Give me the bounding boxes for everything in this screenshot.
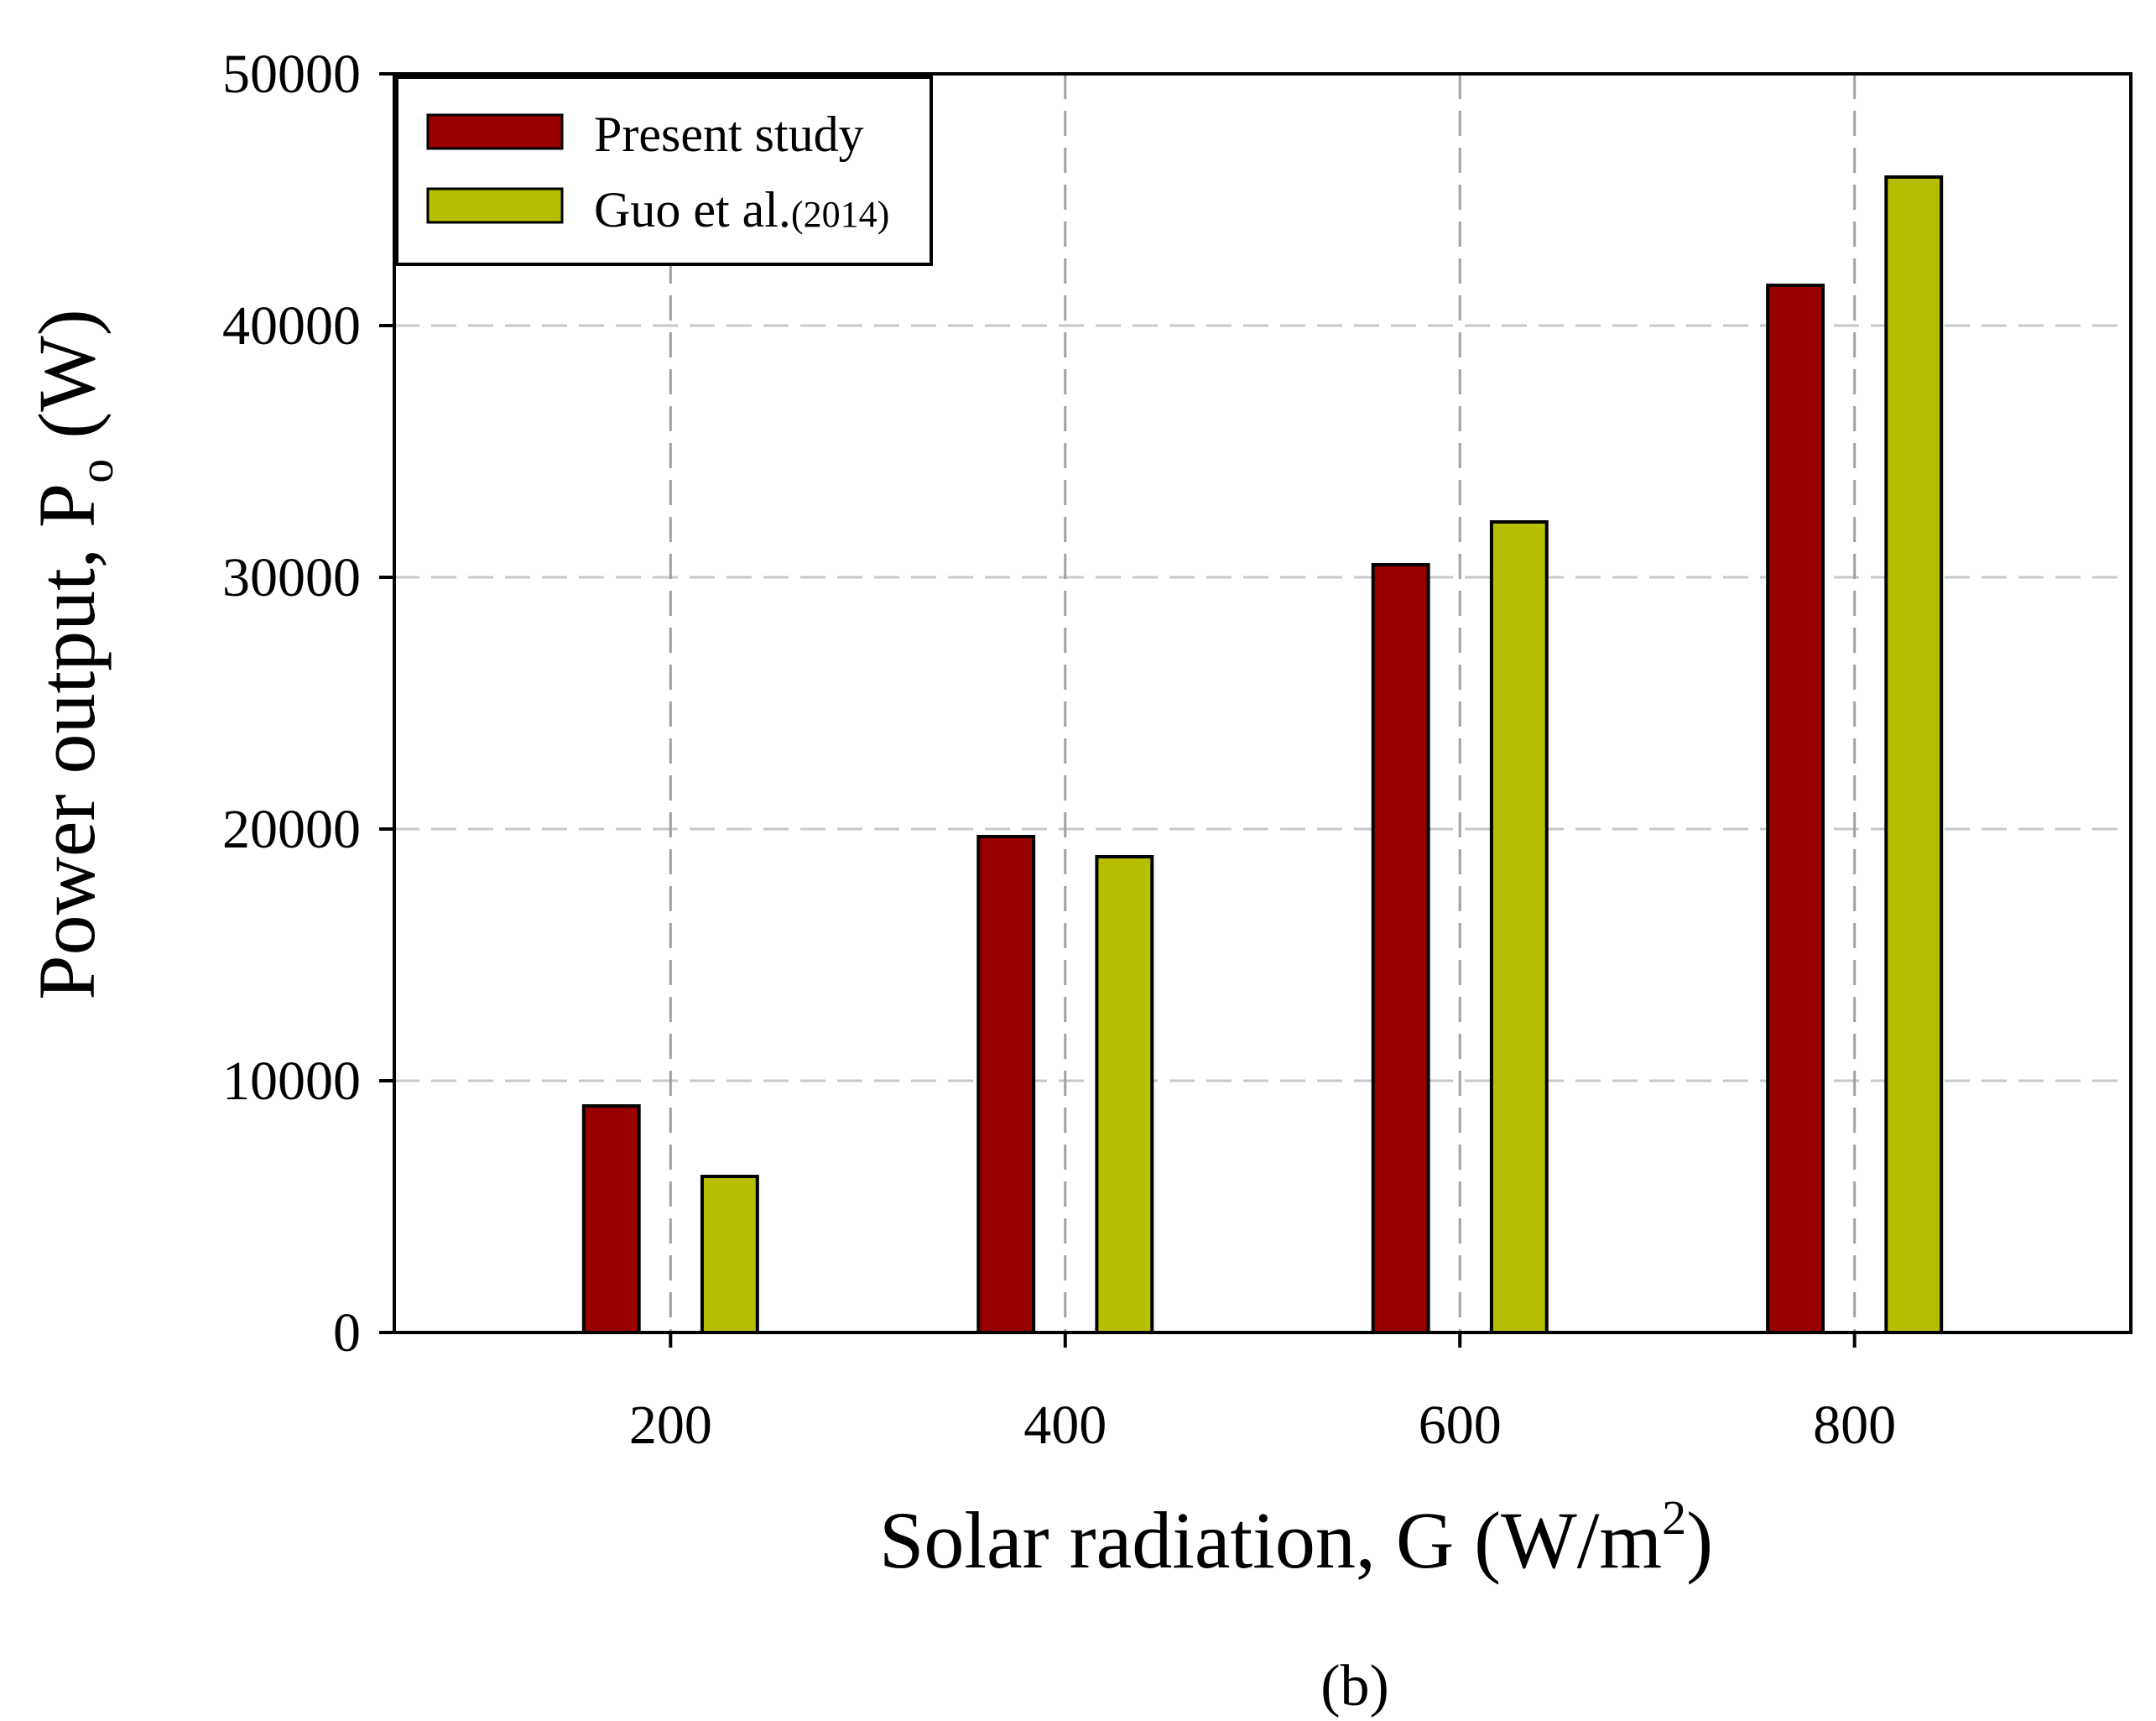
y-axis-title-subscript: o xyxy=(69,459,123,483)
x-tick-label: 600 xyxy=(1419,1395,1502,1456)
legend-label-guo-year: (2014) xyxy=(791,194,889,235)
y-axis-title-suffix: (W) xyxy=(22,309,112,459)
y-tick-label: 30000 xyxy=(222,547,361,608)
x-axis-title: Solar radiation, G (W/m2) xyxy=(879,1490,1713,1585)
bars xyxy=(581,175,1944,1334)
legend-swatch-present-study xyxy=(426,113,564,150)
gridlines xyxy=(394,74,2131,1332)
x-axis-title-superscript: 2 xyxy=(1662,1490,1686,1545)
axis-ticks: 0 10000 20000 30000 40000 50000 200 400 600 800 xyxy=(222,44,1896,1456)
legend-box xyxy=(395,76,933,266)
bar-present-study-200 xyxy=(581,1104,641,1334)
bar-guo-800 xyxy=(1884,175,1944,1334)
legend-label-guo: Guo et al.(2014) xyxy=(594,182,889,237)
panel-label: (b) xyxy=(1320,1654,1389,1718)
x-axis-title-main: Solar radiation, G (W/m xyxy=(879,1495,1662,1585)
bar-guo-400 xyxy=(1095,855,1154,1334)
y-axis-title-main: Power output, P xyxy=(22,483,112,1000)
plot-area-frame xyxy=(393,72,2133,1334)
bar-present-study-600 xyxy=(1371,563,1430,1334)
legend-label-guo-name: Guo et al. xyxy=(594,182,791,237)
y-axis-title: Power output, Po (W) xyxy=(22,309,123,1000)
y-tick-label: 40000 xyxy=(222,295,361,357)
y-tick-label: 50000 xyxy=(222,44,361,105)
x-axis-title-suffix: ) xyxy=(1686,1495,1713,1585)
bar-guo-200 xyxy=(700,1175,759,1334)
x-tick-label: 800 xyxy=(1813,1395,1896,1456)
bar-guo-600 xyxy=(1489,520,1549,1334)
bar-present-study-800 xyxy=(1766,284,1825,1334)
legend-label-present-study: Present study xyxy=(594,107,864,162)
y-tick-label: 0 xyxy=(333,1302,361,1364)
bar-present-study-400 xyxy=(976,835,1036,1334)
y-tick-label: 10000 xyxy=(222,1051,361,1112)
x-tick-label: 200 xyxy=(629,1395,712,1456)
legend-swatch-guo xyxy=(426,187,564,224)
y-tick-label: 20000 xyxy=(222,799,361,860)
legend: Present study Guo et al.(2014) xyxy=(395,76,933,266)
x-tick-label: 400 xyxy=(1023,1395,1107,1456)
